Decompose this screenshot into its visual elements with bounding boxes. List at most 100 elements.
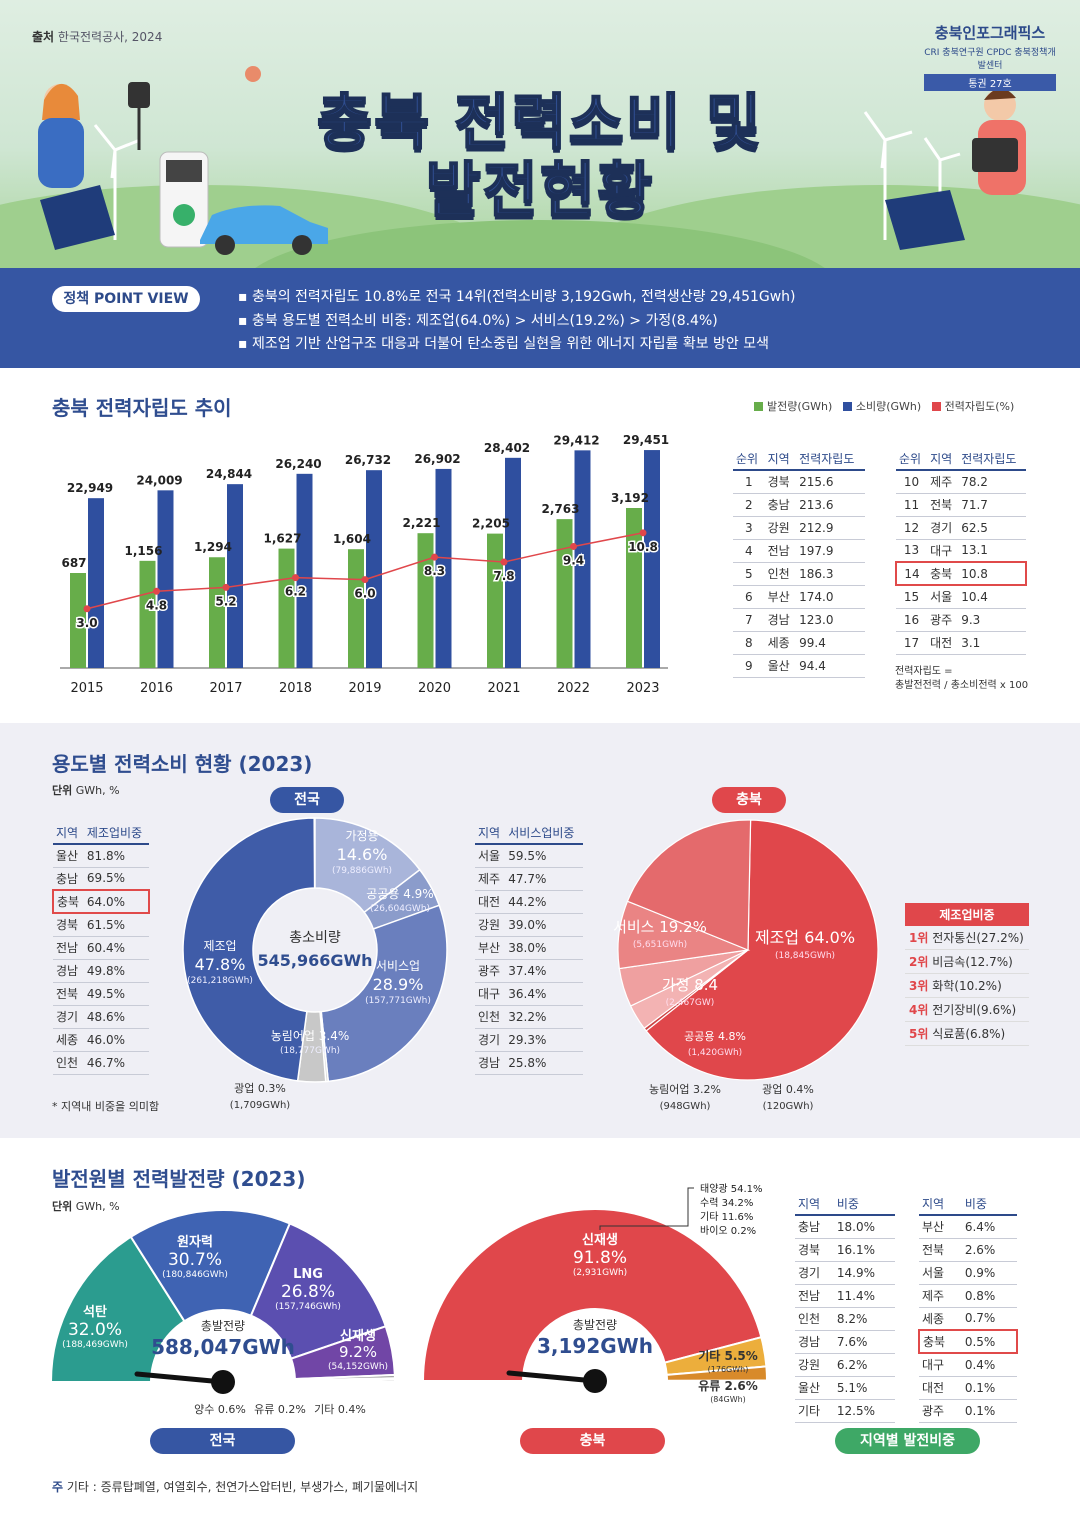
mfg-rank-item: 5위 식료품(6.8%) xyxy=(905,1022,1029,1046)
label-consumption: 28,402 xyxy=(484,441,530,455)
label-consumption: 26,902 xyxy=(414,452,460,466)
mfg-rank-title: 제조업비중 xyxy=(905,903,1029,926)
legend-label: 전력자립도(%) xyxy=(944,400,1015,413)
slice-mining-label: 광업 0.4% xyxy=(762,1083,814,1096)
slice-pct-label: 28.9% xyxy=(373,975,424,994)
bar-generation xyxy=(348,549,364,668)
slice-mining-label: 광업 0.3% xyxy=(234,1082,286,1095)
bottom-note: 주 기타 : 증류탑폐열, 여열회수, 천연가스압터빈, 부생가스, 폐기물에너… xyxy=(52,1480,419,1494)
slice-서비스업 xyxy=(320,904,448,1083)
bar-consumption xyxy=(435,468,452,668)
point-self-sufficiency xyxy=(292,574,299,582)
table-row: 인천 8.2% xyxy=(795,1307,895,1331)
arc-석탄 xyxy=(49,1235,186,1383)
mfg-rank-item: 2위 비금속(12.7%) xyxy=(905,950,1029,974)
table-row: 6 부산 174.0 xyxy=(733,585,865,609)
gauge-needle xyxy=(506,1370,598,1384)
x-tick-label: 2019 xyxy=(348,681,381,696)
bar-consumption xyxy=(157,490,174,668)
gauge-center-value: 588,047GWh xyxy=(151,1335,295,1359)
table-row: 광주 0.1% xyxy=(919,1399,1017,1423)
small-source-other: 기타 0.4% xyxy=(314,1403,366,1416)
center-value: 545,966GWh xyxy=(257,951,372,970)
label-consumption: 29,451 xyxy=(623,433,669,447)
table-row: 충북 0.5% xyxy=(918,1329,1019,1354)
table-row: 14 충북 10.8 xyxy=(894,561,1027,586)
table-row: 전북 49.5% xyxy=(53,982,149,1006)
policy-point: ▪ 충북의 전력자립도 10.8%로 전국 14위(전력소비량 3,192Gwh… xyxy=(238,289,796,305)
section3-title: 발전원별 전력발전량 (2023) xyxy=(52,1167,306,1191)
table-row: 전남 60.4% xyxy=(53,936,149,960)
table-row: 1 경북 215.6 xyxy=(733,470,865,494)
slice-mining-gwh: (1,709GWh) xyxy=(230,1100,291,1111)
manufacturing-share-table: 지역 제조업비중 울산 81.8% 충남 69.5% 충북 64.0% 경북 61.5% 전남 60.… xyxy=(52,822,151,1075)
x-tick-label: 2017 xyxy=(209,681,242,696)
table-row: 세종 0.7% xyxy=(919,1307,1017,1331)
brand-sub: CRI 충북연구원 CPDC 충북정책개발센터 xyxy=(924,48,1056,71)
table-row: 대구 36.4% xyxy=(475,982,583,1006)
source-text: 출처 한국전력공사, 2024 xyxy=(32,30,163,44)
gauge-hub xyxy=(583,1369,607,1393)
page-title-line1: 충북 전력소비 및 xyxy=(316,87,764,159)
table-row: 12 경기 62.5 xyxy=(896,516,1026,540)
footnote: * 지역내 비중을 의미함 xyxy=(52,1100,160,1113)
slice-gwh-label: (261,218GWh) xyxy=(187,976,253,986)
regional-share-table-left: 지역 비중 충남 18.0% 경북 16.1% 경기 14.9% 전남 11.4% 인천 8.2% 경남… xyxy=(795,1193,895,1423)
mfg-rank-item: 4위 전기장비(9.6%) xyxy=(905,998,1029,1022)
ranking-table-right: 순위 지역 전력자립도 10 제주 78.2 11 전북 71.7 12 경기 62.5 13 대구 13.… xyxy=(894,448,1027,655)
slice-name-label: 제조업 xyxy=(203,939,236,953)
table-row: 2 충남 213.6 xyxy=(733,493,865,517)
arc-name-label: LNG xyxy=(293,1267,323,1282)
renewable-breakdown-item: 바이오 0.2% xyxy=(700,1225,756,1237)
bar-generation xyxy=(487,533,503,668)
legend-swatch-blue xyxy=(842,402,852,411)
table-row: 대구 0.4% xyxy=(919,1353,1017,1377)
bar-generation xyxy=(139,560,156,668)
policy-badge: 정책 POINT VIEW xyxy=(52,286,200,312)
arc-유류 xyxy=(665,1365,769,1382)
unit-label: 단위 GWh, % xyxy=(52,1200,120,1213)
label-consumption: 22,949 xyxy=(67,481,113,495)
point-self-sufficiency xyxy=(153,587,160,595)
slice-name-label: 서비스업 xyxy=(376,959,420,973)
slice-mining-gwh: (120GWh) xyxy=(763,1101,814,1112)
slice-gwh-label: (1,420GWh) xyxy=(688,1048,742,1058)
slice-label: 공공용 4.8% xyxy=(684,1030,746,1043)
arc-pct-label: 32.0% xyxy=(68,1320,122,1340)
label-consumption: 26,732 xyxy=(345,453,391,467)
bar-generation xyxy=(278,548,295,668)
formula-note: 전력자립도 = 총발전전력 / 총소비전력 x 100 xyxy=(895,666,1029,691)
slice-agri-label: 농림어업 3.2% xyxy=(649,1083,721,1096)
table-row: 경기 29.3% xyxy=(475,1028,583,1052)
table-row: 부산 38.0% xyxy=(475,936,583,960)
mfg-rank-item: 1위 전자통신(27.2%) xyxy=(905,926,1029,950)
table-row: 전남 11.4% xyxy=(795,1284,895,1308)
table-row: 서울 59.5% xyxy=(475,844,583,868)
policy-point: ▪ 충북 용도별 전력소비 비중: 제조업(64.0%) > 서비스(19.2%… xyxy=(238,313,718,329)
table-row: 13 대구 13.1 xyxy=(896,539,1026,563)
label-generation: 1,627 xyxy=(264,532,302,546)
slice-gwh-label: (157,771GWh) xyxy=(365,996,431,1006)
arc-other-gwh: (176GWh) xyxy=(708,1365,749,1374)
table-row: 울산 5.1% xyxy=(795,1376,895,1400)
arc-pct-label: 30.7% xyxy=(168,1250,222,1270)
legend-swatch-green xyxy=(754,402,763,411)
x-tick-label: 2018 xyxy=(279,681,312,696)
page-title-line2: 발전현황 xyxy=(425,155,655,227)
arc-other-label: 기타 5.5% xyxy=(698,1348,758,1363)
slice-gwh-label: (18,845GWh) xyxy=(775,951,835,961)
label-consumption: 29,412 xyxy=(553,433,599,447)
label-self-sufficiency: 9.4 xyxy=(563,553,584,567)
mfg-rank-item: 3위 화학(10.2%) xyxy=(905,974,1029,998)
slice-제조업 xyxy=(182,817,316,1082)
renewable-breakdown-item: 태양광 54.1% xyxy=(700,1183,763,1195)
badge-national: 전국 xyxy=(270,787,344,813)
legend-swatch-red xyxy=(931,402,941,411)
point-self-sufficiency xyxy=(361,576,369,584)
table-row: 경남 49.8% xyxy=(53,959,149,983)
table-row: 제주 47.7% xyxy=(475,867,583,891)
hero-banner: 출처 한국전력공사, 2024 충북인포그래픽스 CRI 충북연구원 CPDC … xyxy=(0,0,1080,268)
table-row: 부산 6.4% xyxy=(919,1215,1017,1239)
table-row: 5 인천 186.3 xyxy=(733,562,865,586)
